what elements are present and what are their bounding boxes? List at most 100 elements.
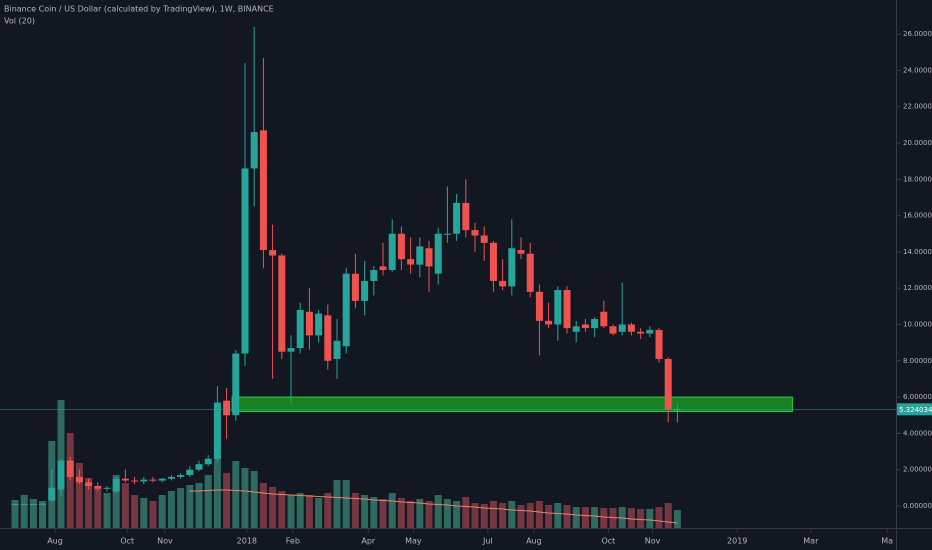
volume-bar (75, 463, 83, 528)
candle-body (581, 324, 589, 329)
candle-body (453, 202, 461, 234)
candle-body (121, 478, 129, 481)
volume-bar (499, 503, 507, 528)
candle-body (351, 273, 359, 301)
volume-bar (112, 475, 120, 528)
volume-bar (29, 499, 37, 528)
candle-body (204, 458, 212, 465)
candle-body (131, 480, 139, 482)
candle-body (167, 476, 175, 479)
volume-bar (434, 495, 442, 528)
x-tick-label: 2019 (727, 537, 747, 546)
candle-body (48, 487, 56, 501)
volume-bar (140, 498, 148, 528)
volume-bar (121, 483, 129, 528)
candle-body (600, 311, 608, 327)
candle-body (149, 479, 157, 481)
volume-bar (167, 491, 175, 528)
support-zone (231, 396, 793, 413)
volume-bar (195, 483, 203, 528)
candle-body (425, 248, 433, 267)
volume-bar (397, 498, 405, 528)
candle-body (499, 280, 507, 287)
candle-body (20, 503, 28, 505)
x-tick-label: Nov (645, 537, 661, 546)
x-tick-label: Mar (803, 537, 819, 546)
volume-bar (149, 501, 157, 528)
volume-bar (646, 509, 654, 528)
candle-body (296, 309, 304, 349)
volume-bar (563, 505, 571, 528)
candle-body (29, 503, 37, 505)
candle-body (443, 233, 451, 235)
candle-body (554, 289, 562, 325)
y-tick-label: 4.0000000 (903, 429, 932, 437)
candle-body (342, 273, 350, 347)
candle-body (416, 246, 424, 265)
volume-bar (462, 497, 470, 528)
candle-body (480, 235, 488, 243)
candle-body (315, 313, 323, 336)
candle-body (627, 324, 635, 332)
candle-body (195, 464, 203, 470)
candle-body (232, 353, 240, 416)
volume-bar (655, 507, 663, 528)
y-tick-label: 16.0000000 (903, 212, 932, 220)
candle-body (11, 503, 19, 505)
volume-bar (158, 495, 166, 528)
x-tick-label: 2018 (237, 537, 257, 546)
y-tick-label: 12.0000000 (903, 284, 932, 292)
candle-body (388, 233, 396, 271)
candle-body (655, 329, 663, 359)
volume-legend: Vol (20) (4, 17, 35, 26)
candle-body (223, 400, 231, 416)
volume-bar (370, 497, 378, 528)
volume-bar (250, 471, 258, 528)
y-tick-label: 20.0000000 (903, 139, 932, 147)
chart-title: Binance Coin / US Dollar (calculated by … (4, 5, 274, 14)
volume-bar (517, 505, 525, 528)
volume-bar (379, 499, 387, 528)
y-tick-label: 18.0000000 (903, 175, 932, 183)
volume-bar (480, 504, 488, 528)
candle-body (664, 358, 672, 410)
y-tick-label: 10.0000000 (903, 320, 932, 328)
candle-body (591, 319, 599, 329)
volume-bar (324, 493, 332, 528)
candle-body (250, 132, 258, 169)
candle-body (563, 289, 571, 329)
volume-bar (131, 495, 139, 528)
candle-body (39, 503, 47, 505)
candle-body (526, 253, 534, 292)
candle-body (637, 331, 645, 334)
candle-body (305, 311, 313, 336)
candle-body (85, 482, 93, 486)
candle-body (287, 348, 295, 352)
candle-body (397, 233, 405, 260)
candle-body (370, 270, 378, 281)
x-tick-label: Nov (157, 537, 173, 546)
last-price-box (897, 403, 932, 416)
volume-bar (241, 468, 249, 528)
volume-bar (342, 480, 350, 528)
candle-body (517, 250, 525, 254)
volume-bar (213, 456, 221, 528)
volume-bar (223, 473, 231, 528)
y-tick-label: 2.0000000 (903, 466, 932, 474)
candle-body (112, 478, 120, 492)
volume-bar (591, 507, 599, 528)
candle-body (241, 168, 249, 354)
volume-bar (471, 503, 479, 528)
candle-body (186, 469, 194, 476)
volume-bar (305, 495, 313, 528)
volume-bar (269, 487, 277, 528)
x-tick-label: May (405, 537, 422, 546)
volume-bar (333, 480, 341, 528)
candle-body (646, 329, 654, 334)
candle-body (609, 326, 617, 334)
volume-bar (287, 495, 295, 528)
volume-bar (581, 507, 589, 528)
